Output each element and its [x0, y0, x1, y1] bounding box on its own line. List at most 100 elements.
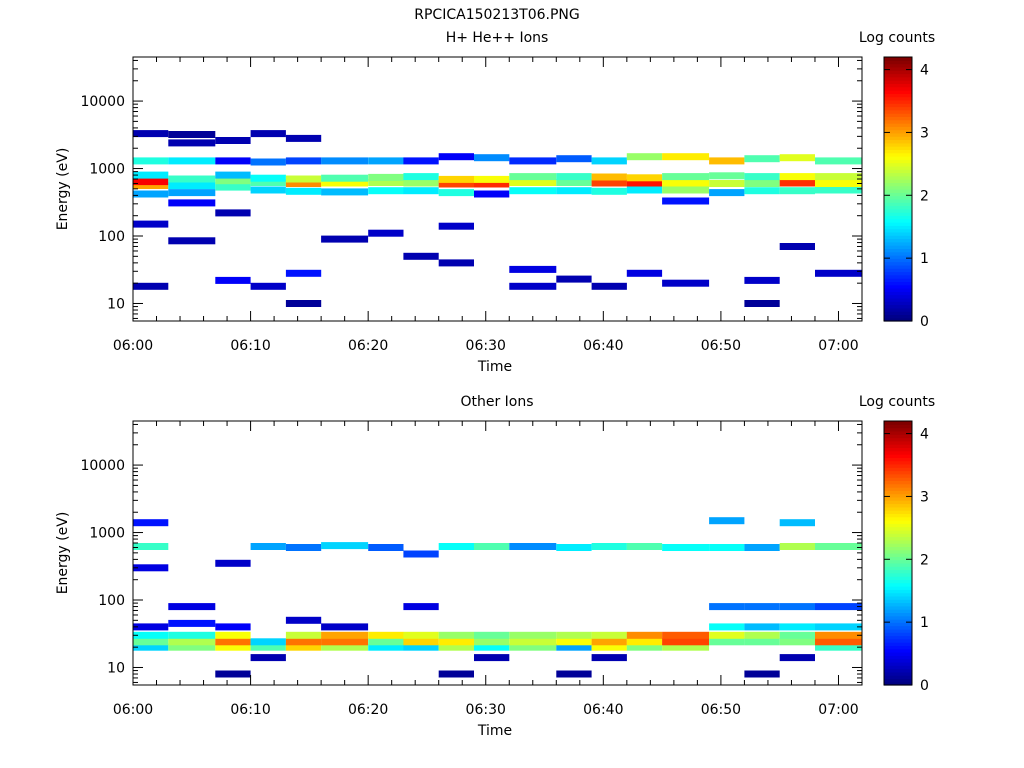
heatmap-cell [368, 229, 404, 237]
heatmap-cell [779, 623, 815, 631]
colorbar-frame [883, 56, 913, 322]
colorbar-swatch [884, 559, 912, 564]
colorbar-swatch [884, 165, 912, 170]
heatmap-cell [285, 631, 322, 639]
figure-title: RPCICA150213T06.PNG [414, 7, 579, 23]
heatmap-cell [779, 243, 815, 250]
heatmap-cell [438, 175, 474, 183]
colorbar-swatch [884, 460, 912, 465]
heatmap-cell [744, 638, 780, 646]
colorbar-swatch [884, 225, 912, 230]
colorbar-swatch [884, 123, 912, 127]
colorbar-swatch [884, 113, 912, 117]
colorbar-swatch [884, 314, 912, 319]
heatmap-cell [133, 564, 169, 572]
colorbar-swatch [884, 139, 912, 144]
x-tick-label: 06:00 [113, 702, 153, 718]
heatmap-cells [133, 130, 862, 307]
heatmap-cell [133, 543, 169, 550]
heatmap-cell [438, 638, 474, 646]
heatmap-cell [626, 631, 663, 639]
heatmap-cell [591, 654, 627, 662]
colorbar-swatch [884, 569, 912, 574]
colorbar-swatch [884, 202, 912, 207]
colorbar-swatch [884, 622, 912, 627]
heatmap-cell [321, 157, 369, 165]
x-tick-label: 06:10 [230, 338, 270, 354]
heatmap-cell [438, 222, 474, 230]
heatmap-cell [368, 173, 404, 181]
colorbar-swatch [884, 198, 912, 203]
heatmap-cell [744, 187, 780, 195]
heatmap-cell [321, 174, 369, 182]
colorbar-swatch [884, 566, 912, 571]
x-tick-label: 06:30 [466, 338, 506, 354]
heatmap-cell [626, 174, 663, 182]
heatmap-cell [626, 638, 663, 646]
colorbar-swatch [884, 553, 912, 557]
heatmap-cell [250, 643, 286, 651]
colorbar-swatch [884, 297, 912, 302]
heatmap-cell [133, 519, 169, 527]
colorbar-swatch [884, 248, 912, 253]
colorbar-swatch [884, 76, 912, 81]
colorbar-swatch [884, 503, 912, 508]
heatmap-cell [626, 153, 663, 161]
heatmap-cell [168, 638, 216, 646]
heatmap-cell [779, 543, 815, 550]
heatmap-cell [285, 180, 322, 187]
heatmap-cell [215, 631, 251, 639]
heatmap-cell [662, 197, 710, 205]
colorbar-swatch [884, 562, 912, 567]
heatmap-cell [285, 643, 322, 651]
heatmap-cell [215, 276, 251, 284]
heatmap-cell [285, 134, 322, 142]
colorbar-swatch [884, 86, 912, 91]
y-tick-label: 10000 [80, 458, 125, 474]
colorbar-swatch [884, 208, 912, 213]
heatmap-cell [215, 559, 251, 567]
colorbar-swatch [884, 543, 912, 547]
colorbar-swatch [884, 513, 912, 518]
colorbar-swatch [884, 205, 912, 210]
colorbar-swatch [884, 665, 912, 670]
heatmap-cell [779, 519, 815, 527]
heatmap-cell [556, 638, 592, 646]
colorbar-tick-label: 1 [920, 615, 929, 631]
colorbar-swatch [884, 516, 912, 521]
colorbar-swatch [884, 261, 912, 266]
y-axis-label: Energy (eV) [55, 148, 71, 231]
heatmap-cell [709, 189, 745, 197]
colorbar-tick-label: 4 [920, 63, 929, 79]
heatmap-cell [133, 623, 169, 631]
colorbar-swatch [884, 182, 912, 187]
heatmap-cell [474, 180, 510, 188]
heatmap-cell [815, 631, 862, 639]
colorbar-swatch [884, 619, 912, 623]
heatmap-cell [250, 654, 286, 662]
colorbar-swatch [884, 609, 912, 613]
heatmap-cell [779, 654, 815, 662]
heatmap-cell [744, 155, 780, 163]
heatmap-cell [556, 544, 592, 551]
colorbar-swatch [884, 73, 912, 78]
colorbar-swatch [884, 628, 912, 633]
heatmap-cell [133, 220, 169, 228]
heatmap-cell [744, 180, 780, 187]
colorbar-swatch [884, 116, 912, 121]
heatmap-cell [779, 631, 815, 639]
colorbar-swatch [884, 536, 912, 541]
heatmap-cell [250, 282, 286, 290]
heatmap-cell [403, 157, 439, 165]
heatmap-cell [509, 265, 557, 273]
heatmap-cell [438, 259, 474, 267]
colorbar-swatch [884, 288, 912, 292]
heatmap-cell [591, 173, 627, 181]
colorbar-swatch [884, 311, 912, 315]
colorbar-swatch [884, 175, 912, 180]
colorbar-swatch [884, 632, 912, 637]
colorbar-tick-label: 0 [920, 314, 929, 330]
colorbar-swatch [884, 668, 912, 673]
heatmap-cell [556, 179, 592, 186]
colorbar-swatch [884, 93, 912, 98]
